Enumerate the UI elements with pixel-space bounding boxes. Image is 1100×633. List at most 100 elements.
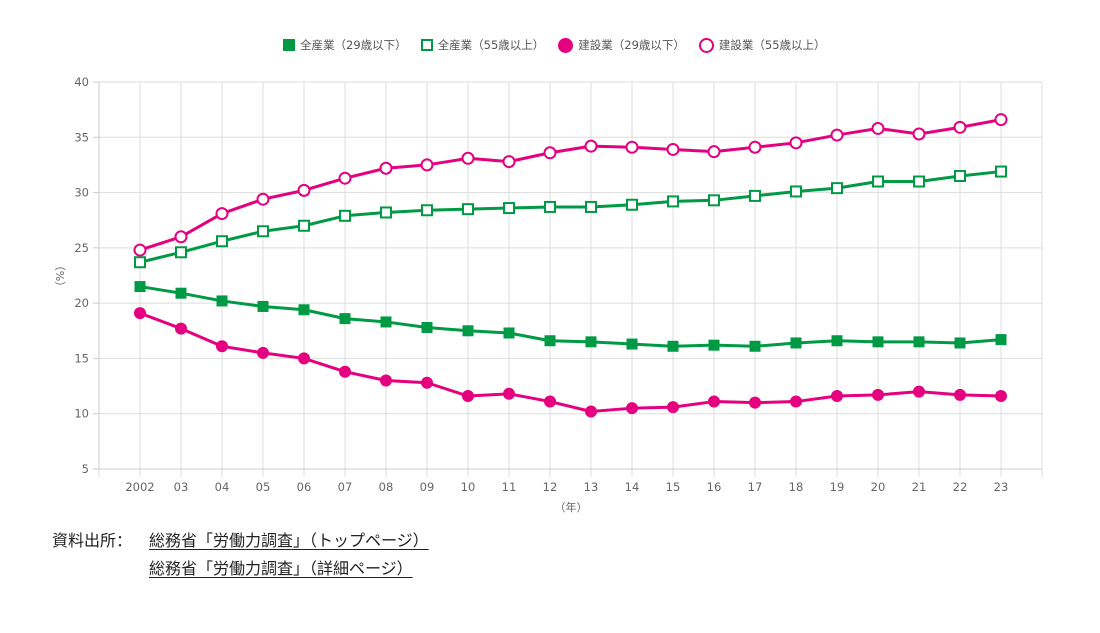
data-point bbox=[257, 225, 269, 238]
x-tick-label: 14 bbox=[625, 480, 640, 494]
legend-item-construction-55-plus[interactable]: 建設業（55歳以上） bbox=[698, 37, 826, 53]
y-tick-label: 40 bbox=[74, 75, 89, 89]
data-point bbox=[748, 140, 762, 154]
x-tick-label: 06 bbox=[297, 480, 312, 494]
data-point bbox=[830, 128, 844, 142]
legend-item-all-industry-55-plus[interactable]: 全産業（55歳以上） bbox=[420, 37, 544, 53]
source-note: 資料出所： 総務省「労働力調査」（トップページ） 総務省「労働力調査」（詳細ペー… bbox=[52, 525, 443, 581]
x-tick-label: 21 bbox=[912, 480, 927, 494]
data-point bbox=[789, 136, 803, 150]
data-point bbox=[954, 337, 966, 349]
data-point bbox=[913, 175, 925, 188]
series-1 bbox=[134, 165, 1007, 269]
data-point bbox=[216, 295, 228, 307]
data-point bbox=[912, 127, 926, 141]
data-point bbox=[871, 121, 885, 135]
legend-item-all-industry-under-29[interactable]: 全産業（29歳以下） bbox=[283, 37, 407, 53]
data-point bbox=[954, 169, 966, 182]
data-point bbox=[379, 161, 393, 175]
data-point bbox=[461, 151, 475, 165]
data-point bbox=[421, 376, 433, 389]
open-square-icon bbox=[420, 39, 433, 51]
data-point bbox=[175, 287, 187, 299]
legend-label: 建設業（29歳以下） bbox=[578, 38, 685, 52]
data-point bbox=[421, 321, 433, 333]
data-point bbox=[790, 337, 802, 349]
data-point bbox=[626, 402, 638, 415]
data-point bbox=[749, 189, 761, 202]
data-point bbox=[708, 194, 720, 207]
data-point bbox=[462, 203, 474, 216]
y-tick-label: 10 bbox=[74, 407, 89, 421]
data-point bbox=[667, 195, 679, 208]
data-point bbox=[380, 206, 392, 219]
x-tick-label: 05 bbox=[256, 480, 271, 494]
series-2 bbox=[134, 307, 1007, 418]
source-link-detail-page[interactable]: 総務省「労働力調査」（詳細ページ） bbox=[149, 559, 413, 578]
data-point bbox=[790, 395, 802, 408]
data-point bbox=[585, 336, 597, 348]
data-point bbox=[913, 385, 925, 398]
data-point bbox=[421, 204, 433, 217]
data-point bbox=[134, 281, 146, 293]
data-point bbox=[626, 338, 638, 350]
y-tick-label: 25 bbox=[74, 241, 89, 255]
data-point bbox=[831, 335, 843, 347]
data-point bbox=[994, 113, 1008, 127]
data-point bbox=[872, 388, 884, 401]
data-point bbox=[708, 395, 720, 408]
data-point bbox=[420, 158, 434, 172]
data-point bbox=[913, 336, 925, 348]
data-point bbox=[625, 140, 639, 154]
data-point bbox=[995, 334, 1007, 346]
x-tick-label: 22 bbox=[953, 480, 968, 494]
x-tick-label: 2002 bbox=[125, 480, 154, 494]
y-tick-label: 35 bbox=[74, 130, 89, 144]
data-point bbox=[215, 207, 229, 221]
y-tick-label: 5 bbox=[82, 462, 89, 476]
x-tick-label: 04 bbox=[215, 480, 230, 494]
x-tick-label: 09 bbox=[420, 480, 435, 494]
series-line bbox=[139, 118, 1002, 252]
data-point bbox=[134, 256, 146, 269]
x-axis-label: （年） bbox=[555, 500, 588, 514]
data-point bbox=[339, 365, 351, 378]
x-tick-label: 10 bbox=[461, 480, 476, 494]
data-point bbox=[257, 346, 269, 359]
data-point bbox=[174, 230, 188, 244]
legend-item-construction-under-29[interactable]: 建設業（29歳以下） bbox=[558, 37, 685, 53]
data-point bbox=[543, 146, 557, 160]
data-point bbox=[297, 183, 311, 197]
chart-axes bbox=[93, 81, 1042, 470]
data-point bbox=[503, 327, 515, 339]
data-point bbox=[338, 171, 352, 185]
data-point bbox=[175, 246, 187, 259]
x-tick-label: 07 bbox=[338, 480, 353, 494]
data-point bbox=[298, 219, 310, 232]
data-point bbox=[954, 388, 966, 401]
series-3 bbox=[133, 113, 1008, 257]
source-link-top-page[interactable]: 総務省「労働力調査」（トップページ） bbox=[149, 531, 429, 550]
data-point bbox=[626, 198, 638, 211]
data-point bbox=[585, 200, 597, 213]
x-tick-label: 18 bbox=[789, 480, 804, 494]
data-point bbox=[298, 304, 310, 316]
filled-circle-icon bbox=[558, 37, 574, 53]
data-point bbox=[953, 120, 967, 134]
filled-square-icon bbox=[283, 39, 295, 51]
data-point bbox=[707, 145, 721, 159]
open-circle-icon bbox=[698, 37, 714, 53]
chart-legend: 全産業（29歳以下） 全産業（55歳以上） 建設業（29歳以下） 建設業（55歳… bbox=[283, 37, 826, 53]
data-point bbox=[749, 396, 761, 409]
data-point bbox=[134, 307, 146, 320]
x-tick-label: 17 bbox=[748, 480, 763, 494]
x-tick-label: 20 bbox=[871, 480, 886, 494]
y-tick-label: 30 bbox=[74, 186, 89, 200]
data-point bbox=[339, 209, 351, 222]
series-line bbox=[139, 285, 1002, 348]
data-point bbox=[667, 401, 679, 414]
chart-grid bbox=[98, 81, 1043, 477]
x-tick-label: 16 bbox=[707, 480, 722, 494]
x-tick-label: 11 bbox=[502, 480, 517, 494]
data-point bbox=[749, 340, 761, 352]
